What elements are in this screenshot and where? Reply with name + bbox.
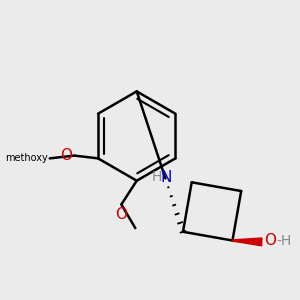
Text: O: O	[265, 233, 277, 248]
Text: H: H	[151, 170, 162, 184]
Polygon shape	[232, 238, 262, 246]
Text: O: O	[60, 148, 72, 163]
Text: N: N	[160, 169, 172, 184]
Text: O: O	[115, 207, 127, 222]
Text: methoxy: methoxy	[6, 153, 48, 164]
Text: -H: -H	[276, 233, 292, 248]
Polygon shape	[232, 240, 262, 242]
